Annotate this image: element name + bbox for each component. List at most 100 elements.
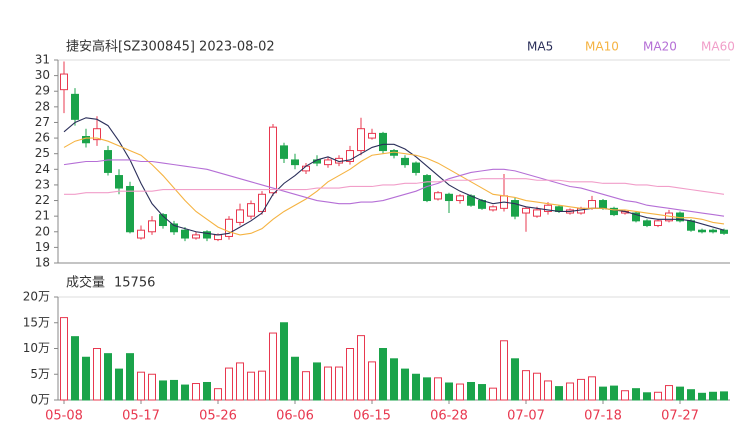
volume-bar — [698, 392, 706, 401]
volume-bar — [566, 382, 574, 401]
volume-latest: 15756 — [114, 276, 155, 291]
legend-label: MA20 — [643, 40, 677, 54]
volume-bar — [170, 379, 178, 401]
candle-body — [698, 229, 706, 233]
y-tick-label: 19 — [35, 240, 50, 254]
x-tick-label: 06-15 — [353, 409, 391, 424]
volume-bar — [709, 391, 717, 401]
volume-bar — [621, 390, 629, 401]
volume-bar — [335, 366, 343, 401]
candle-body — [71, 93, 79, 120]
y-tick-label: 10万 — [23, 341, 50, 355]
volume-bar — [93, 348, 101, 401]
volume-bar — [192, 383, 200, 401]
x-tick-label: 07-27 — [661, 409, 699, 424]
volume-bar — [533, 372, 541, 401]
candle-body — [82, 136, 90, 144]
ma-line — [63, 159, 725, 217]
candle-body — [522, 207, 530, 214]
x-tick-label: 05-17 — [122, 409, 160, 424]
volume-bar — [236, 362, 244, 401]
volume-bar — [434, 377, 442, 401]
legend-label: MA60 — [701, 40, 735, 54]
y-tick-label: 5万 — [30, 367, 50, 381]
volume-bar — [82, 356, 90, 401]
volume-bar — [324, 366, 332, 401]
candle-body — [324, 159, 332, 166]
volume-bar — [511, 358, 519, 401]
candle-body — [225, 218, 233, 237]
volume-bar — [225, 367, 233, 401]
x-tick-label: 07-07 — [507, 409, 545, 424]
volume-bar — [500, 340, 508, 401]
volume-bar — [159, 380, 167, 401]
candle-body — [434, 192, 442, 200]
volume-bar — [181, 384, 189, 401]
chart-title: 捷安高科[SZ300845] 2023-08-02 — [66, 39, 275, 55]
volume-bar — [390, 358, 398, 401]
y-tick-label: 26 — [35, 131, 50, 145]
candle-body — [489, 206, 497, 211]
candle-body — [280, 145, 288, 159]
volume-bar — [687, 389, 695, 401]
y-tick-label: 28 — [35, 99, 50, 113]
x-tick-label: 06-28 — [430, 409, 468, 424]
volume-bar — [467, 381, 475, 401]
x-tick-label: 07-18 — [584, 409, 622, 424]
volume-bar — [137, 371, 145, 401]
volume-bar — [632, 388, 640, 401]
volume-bar — [313, 362, 321, 401]
volume-bar — [610, 385, 618, 401]
volume-bar — [126, 353, 134, 401]
volume-bar — [643, 392, 651, 401]
candle-body — [247, 203, 255, 217]
candle-body — [720, 229, 728, 234]
y-tick-label: 22 — [35, 193, 50, 207]
legend-label: MA10 — [585, 40, 619, 54]
volume-bar — [368, 361, 376, 401]
legend-label: MA5 — [527, 40, 553, 54]
y-tick-label: 24 — [35, 162, 50, 176]
candle-body — [126, 185, 134, 233]
candle-body — [610, 207, 618, 216]
candle-body — [687, 220, 695, 231]
candle-body — [511, 200, 519, 217]
candle-body — [445, 193, 453, 202]
volume-bar — [148, 373, 156, 401]
volume-bar — [423, 377, 431, 401]
y-tick-label: 18 — [35, 256, 50, 270]
candle-body — [412, 162, 420, 173]
volume-bar — [291, 356, 299, 401]
volume-bar — [489, 387, 497, 401]
candle-body — [599, 200, 607, 209]
candle-body — [357, 128, 365, 152]
volume-bar — [588, 376, 596, 401]
volume-bar — [71, 336, 79, 401]
ma-line — [63, 137, 725, 236]
volume-title: 成交量 — [66, 275, 105, 291]
volume-bar — [478, 384, 486, 401]
candle-body — [203, 231, 211, 239]
volume-bar — [577, 378, 585, 401]
candle-body — [456, 195, 464, 202]
volume-bar — [60, 317, 68, 401]
volume-bar — [522, 370, 530, 401]
candle-body — [291, 159, 299, 166]
volume-bar — [346, 348, 354, 401]
volume-bar — [555, 386, 563, 401]
volume-bar — [599, 386, 607, 401]
candle-body — [104, 150, 112, 173]
candle-body — [269, 126, 277, 194]
candle-body — [379, 132, 387, 152]
candle-body — [93, 128, 101, 141]
x-tick-label: 06-06 — [276, 409, 314, 424]
candle-body — [401, 157, 409, 166]
candle-body — [632, 212, 640, 222]
candle-body — [148, 220, 156, 233]
candle-body — [115, 175, 123, 189]
x-tick-label: 05-08 — [45, 409, 83, 424]
candle-body — [533, 209, 541, 217]
volume-bar — [401, 368, 409, 401]
volume-bar — [302, 371, 310, 401]
volume-bar — [654, 391, 662, 401]
